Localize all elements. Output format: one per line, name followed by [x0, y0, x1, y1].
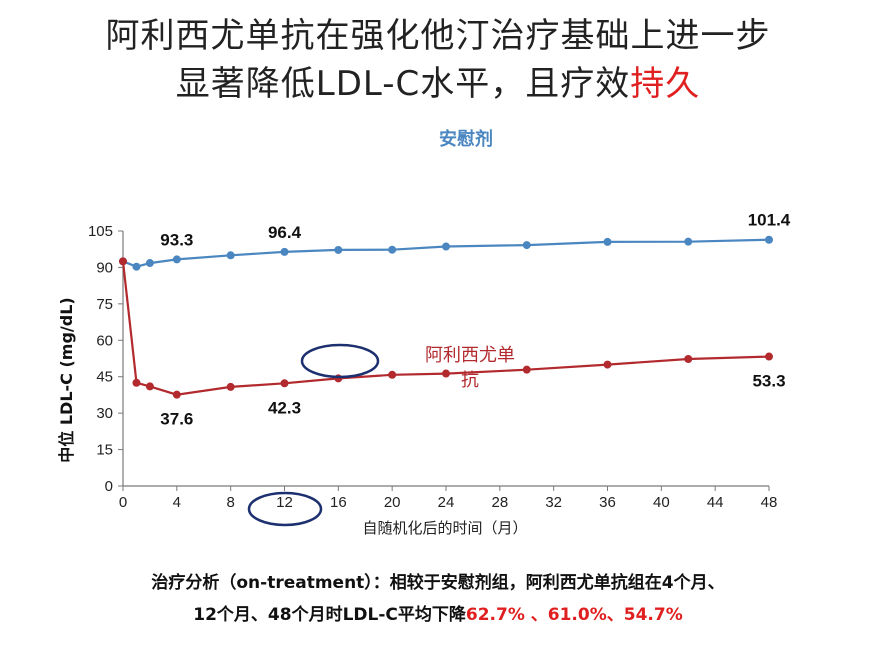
chart-series-layer [119, 235, 773, 399]
series-1-point [119, 257, 127, 266]
series-0-point [603, 237, 612, 246]
series-1-point [603, 360, 612, 369]
x-tick-label: 48 [761, 494, 778, 511]
highlight-circle-12-months [247, 491, 323, 527]
data-label: 96.4 [268, 223, 302, 242]
series-0-point [132, 262, 141, 271]
y-tick-label: 105 [88, 223, 113, 240]
x-tick-label: 8 [226, 494, 234, 511]
x-tick-label: 20 [384, 494, 401, 511]
alirocumab-series-label-line1: 阿利西尤单 [425, 345, 515, 366]
title-main-text: 显著降低LDL-C水平，且疗效 [175, 64, 631, 104]
series-1-point [132, 378, 141, 387]
data-label: 101.4 [748, 211, 791, 230]
y-tick-label: 30 [96, 405, 113, 422]
series-1-point [388, 370, 397, 379]
data-label: 37.6 [160, 410, 193, 429]
x-axis-label: 自随机化后的时间（月） [362, 519, 527, 537]
y-tick-label: 45 [96, 369, 113, 386]
x-tick-label: 4 [173, 494, 181, 511]
series-1-point [334, 374, 343, 383]
x-tick-label: 36 [599, 494, 616, 511]
x-tick-label: 32 [545, 494, 562, 511]
series-1-point [522, 365, 531, 374]
x-tick-label: 28 [491, 494, 508, 511]
series-0-point [388, 245, 397, 254]
slide-title-line1: 阿利西尤单抗在强化他汀治疗基础上进一步 [105, 16, 771, 56]
series-0-point [280, 247, 289, 256]
highlight-circle-curve [300, 343, 380, 379]
series-1-point [684, 354, 693, 363]
y-tick-label: 0 [105, 478, 113, 495]
chart-labels-layer: 93.3 96.4 101.4 37.6 42.3 53.3 [160, 211, 791, 429]
data-label: 42.3 [268, 398, 301, 417]
series-0-point [684, 237, 693, 246]
x-tick-label: 0 [119, 494, 127, 511]
x-tick-label: 16 [330, 494, 347, 511]
x-tick-label: 12 [276, 494, 293, 511]
slide-title-line2: 显著降低LDL-C水平，且疗效持久 [0, 56, 876, 105]
y-tick-label: 90 [96, 259, 113, 276]
series-1-point [280, 379, 289, 388]
x-tick-label: 24 [438, 494, 455, 511]
series-0-point [172, 255, 181, 264]
y-tick-label: 75 [96, 296, 113, 313]
placebo-series-label: 安慰剂 [439, 128, 493, 150]
series-1-point [765, 352, 773, 361]
y-tick-label: 60 [96, 332, 113, 349]
footer-main-text: 12个月、48个月时LDL-C平均下降 [193, 605, 466, 625]
x-tick-label: 44 [707, 494, 724, 511]
y-axis-label: 中位 LDL-C (mg/dL) [57, 297, 76, 462]
series-1-point [442, 369, 450, 378]
series-1-point [145, 382, 154, 391]
series-0-point [765, 235, 773, 244]
series-0-point [334, 245, 343, 254]
series-0-point [226, 251, 235, 260]
x-tick-label: 40 [653, 494, 670, 511]
data-label: 93.3 [160, 230, 193, 249]
series-0-point [145, 259, 154, 268]
data-label: 53.3 [752, 372, 785, 391]
footer-line1: 治疗分析（on-treatment）：相较于安慰剂组，阿利西尤单抗组在4个月、 [151, 573, 725, 593]
title-emphasis-text: 持久 [630, 64, 701, 104]
alirocumab-series-label-line2: 抗 [461, 370, 479, 391]
footer-emphasis-text: 62.7% 、61.0%、54.7% [465, 605, 683, 625]
y-tick-label: 15 [96, 442, 113, 459]
series-1-point [226, 382, 235, 391]
footer-line2: 12个月、48个月时LDL-C平均下降62.7% 、61.0%、54.7% [0, 600, 876, 625]
series-1-point [172, 390, 181, 399]
series-0-point [522, 241, 531, 250]
series-0-point [442, 242, 450, 251]
